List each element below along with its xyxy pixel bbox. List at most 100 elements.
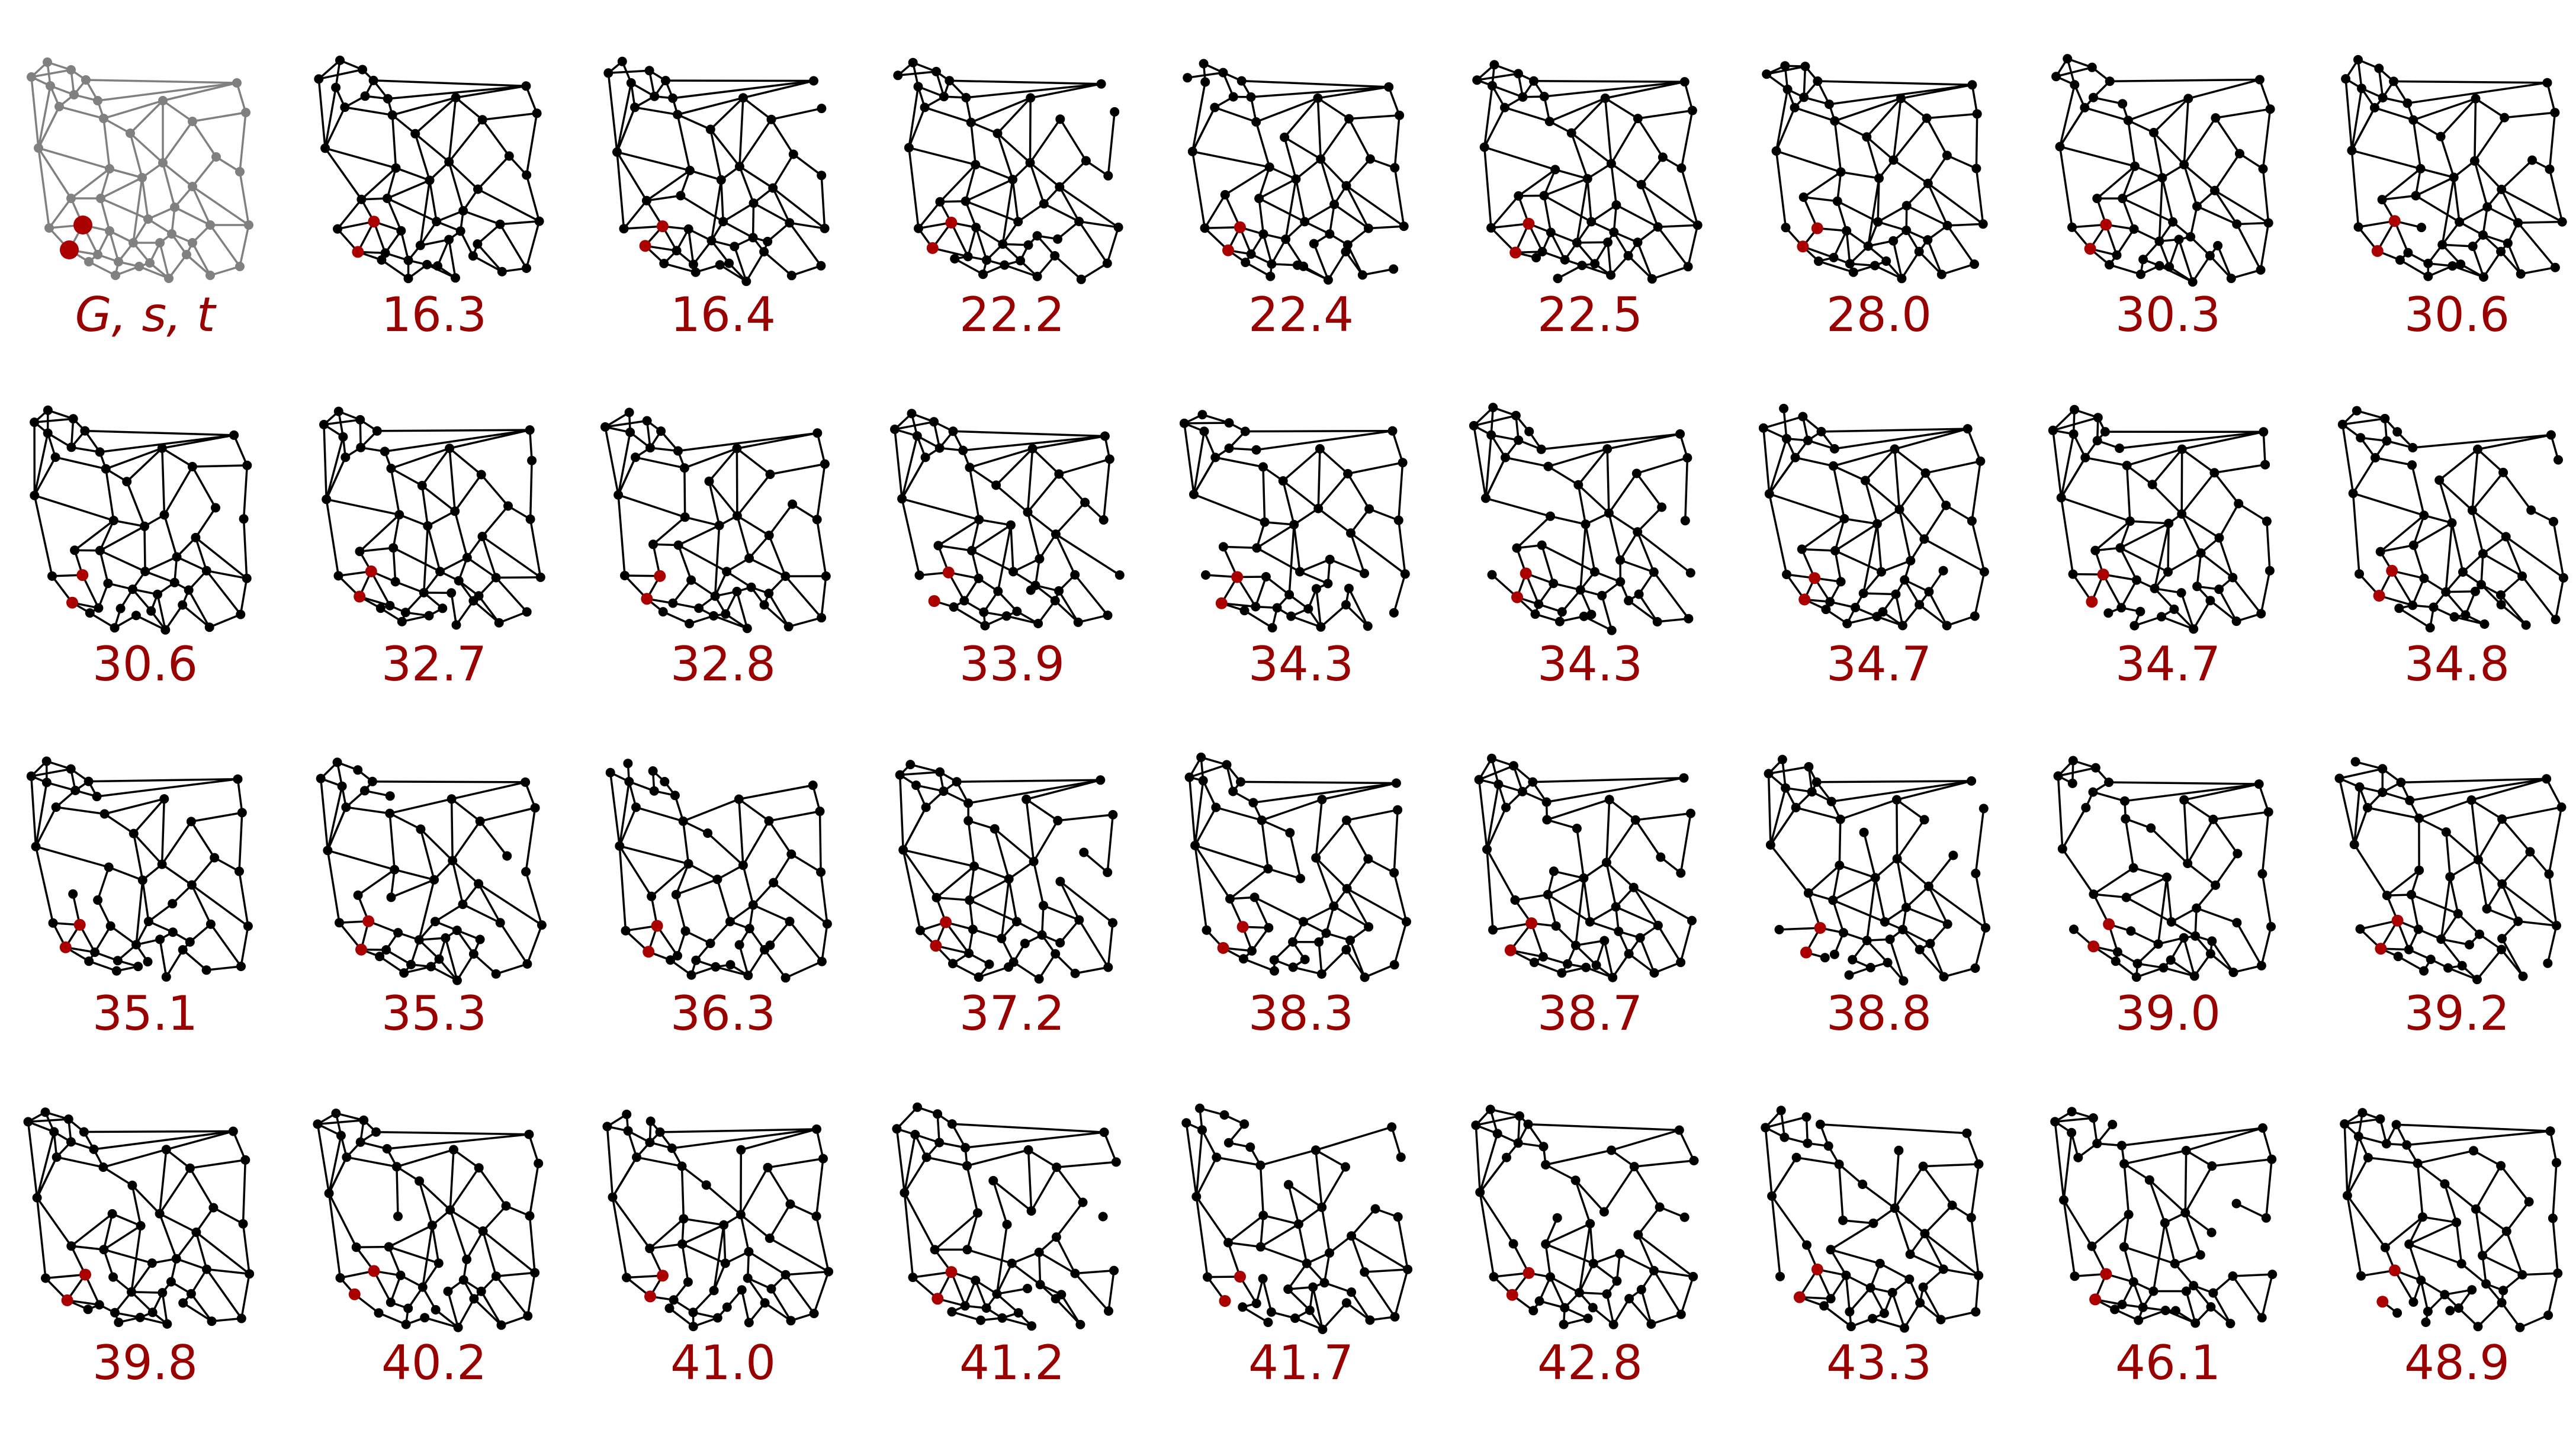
graph-node xyxy=(1109,1265,1119,1275)
graph-node xyxy=(1263,864,1273,874)
graph-node xyxy=(2497,934,2507,944)
graph-edge xyxy=(1841,171,1880,179)
graph-edge xyxy=(1320,604,1347,628)
graph-edge xyxy=(1862,832,1877,878)
graph-node xyxy=(228,1126,238,1136)
graph-node xyxy=(491,1271,501,1281)
graph-node xyxy=(108,516,118,525)
graph-edge xyxy=(103,1248,153,1264)
graph-node xyxy=(1829,949,1839,959)
graph-panel: 41.2 xyxy=(882,1078,1142,1409)
graph-edge xyxy=(326,850,341,923)
graph-edge xyxy=(1836,201,1848,232)
graph-edge xyxy=(767,221,791,243)
graph-edge xyxy=(2180,592,2195,629)
graph-edge xyxy=(1000,879,1010,939)
graph-edge xyxy=(1657,226,1689,268)
graph-node xyxy=(210,853,220,863)
graph-node xyxy=(1936,1315,1946,1325)
graph-edge xyxy=(1575,878,1585,946)
graph-edge xyxy=(2549,1130,2558,1163)
graph-node xyxy=(2447,261,2458,271)
graph-node xyxy=(2542,774,2552,784)
graph-node xyxy=(1901,902,1911,913)
graph-node xyxy=(817,956,827,966)
graph-node xyxy=(1546,511,1555,521)
graph-node xyxy=(2166,917,2176,927)
graph-edge xyxy=(956,779,1101,783)
graph-edge xyxy=(1055,1167,1084,1203)
graph-edge xyxy=(1779,927,1820,931)
graph-node xyxy=(187,462,197,471)
graph-node xyxy=(382,1144,392,1154)
graph-edge xyxy=(936,865,975,899)
graph-edge xyxy=(1929,943,1945,978)
graph-node xyxy=(522,264,531,273)
graph-edge xyxy=(328,1156,348,1194)
graph-node xyxy=(760,1298,770,1308)
graph-edge xyxy=(894,429,903,499)
graph-edge xyxy=(1317,97,1350,120)
graph-edge xyxy=(2410,894,2420,930)
graph-edge xyxy=(2265,1159,2273,1218)
graph-edge xyxy=(2060,457,2086,499)
graph-edge xyxy=(949,79,1101,85)
graph-edge xyxy=(1947,615,1976,627)
graph-node xyxy=(1608,972,1618,982)
graph-node xyxy=(1896,94,1906,104)
graph-edge xyxy=(1364,963,1395,979)
graph-edge xyxy=(2060,497,2074,574)
graph-edge xyxy=(2262,108,2272,169)
graph-node xyxy=(530,803,540,813)
graph-panel: 35.1 xyxy=(15,728,275,1060)
graph-node xyxy=(686,575,696,585)
graph-node xyxy=(372,426,382,436)
graph-edge xyxy=(1874,857,1898,879)
graph-node xyxy=(44,223,54,233)
graph-edge xyxy=(772,153,795,189)
graph-edge xyxy=(2136,966,2164,978)
graph-edge xyxy=(2352,457,2376,494)
graph-node xyxy=(1777,754,1787,764)
graph-edge xyxy=(1297,1206,1323,1225)
graph-edge xyxy=(1924,1232,1980,1277)
graph-node xyxy=(1679,77,1690,87)
graph-edge xyxy=(688,863,718,881)
graph-edge xyxy=(812,1271,830,1314)
graph-edge xyxy=(2119,430,2264,449)
graph-edge xyxy=(2420,168,2455,179)
graph-node xyxy=(1055,938,1065,948)
graph-edge xyxy=(2183,98,2190,165)
graph-edge xyxy=(424,1316,459,1329)
graph-node xyxy=(1223,1238,1234,1248)
graph-node xyxy=(2189,624,2199,634)
graph-edge xyxy=(1313,243,1329,281)
graph-edge xyxy=(2213,811,2269,821)
graph-edge xyxy=(174,206,211,226)
graph-edge xyxy=(1544,1244,1552,1277)
graph-node xyxy=(1609,227,1619,237)
graph-edge xyxy=(1583,615,1613,632)
panel-caption: 38.3 xyxy=(1248,986,1354,1041)
graph-edge xyxy=(191,242,211,276)
graph-node xyxy=(335,918,344,928)
graph-node xyxy=(711,962,721,972)
graph-edge xyxy=(968,467,980,520)
graph-edge xyxy=(1315,857,1335,907)
graph-node xyxy=(2377,195,2387,205)
graph-node xyxy=(1485,1104,1495,1114)
target-node xyxy=(2100,1268,2112,1280)
graph-edge xyxy=(969,878,1010,901)
graph-edge xyxy=(2055,1117,2094,1123)
graph-node xyxy=(993,586,1003,596)
graph-node xyxy=(1510,895,1520,905)
graph-edge xyxy=(617,494,626,576)
graph-node xyxy=(47,571,57,581)
graph-node xyxy=(353,890,363,900)
graph-edge xyxy=(103,1225,142,1251)
graph-node xyxy=(811,1211,821,1221)
graph-edge xyxy=(2546,82,2556,113)
graph-edge xyxy=(2477,818,2503,860)
graph-edge xyxy=(952,1123,1104,1133)
graph-edge xyxy=(1345,1302,1371,1321)
